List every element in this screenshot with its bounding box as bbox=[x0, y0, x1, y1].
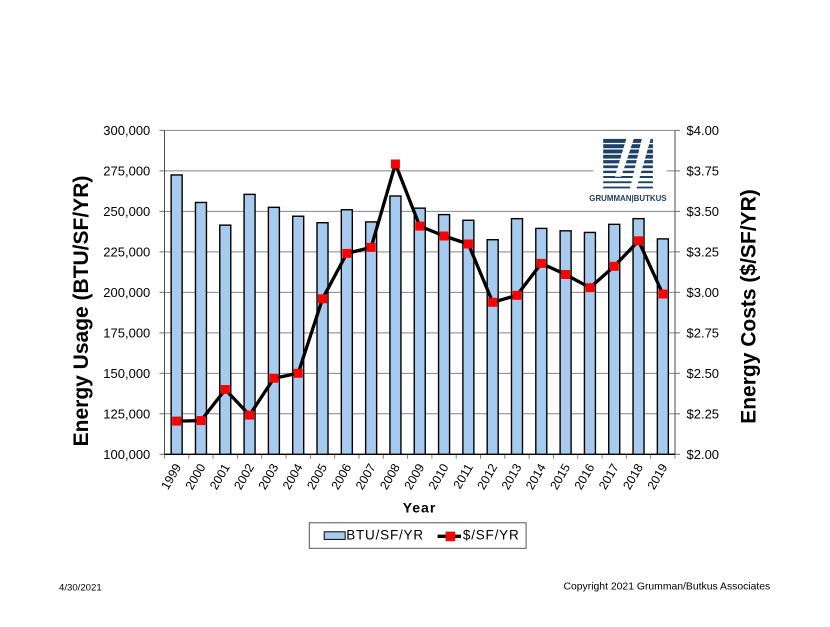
svg-text:Year: Year bbox=[403, 500, 437, 516]
svg-text:BTU/SF/YR: BTU/SF/YR bbox=[346, 528, 424, 543]
svg-text:225,000: 225,000 bbox=[103, 245, 150, 260]
svg-text:$2.25: $2.25 bbox=[687, 407, 720, 422]
svg-text:GRUMMAN|BUTKUS: GRUMMAN|BUTKUS bbox=[589, 194, 667, 203]
svg-text:175,000: 175,000 bbox=[103, 326, 150, 341]
svg-text:$3.75: $3.75 bbox=[687, 164, 720, 179]
svg-text:$2.50: $2.50 bbox=[687, 366, 720, 381]
svg-text:Energy Costs ($/SF/YR): Energy Costs ($/SF/YR) bbox=[738, 189, 761, 424]
svg-text:100,000: 100,000 bbox=[103, 447, 150, 462]
svg-text:4/30/2021: 4/30/2021 bbox=[59, 583, 102, 594]
svg-text:Energy Usage (BTU/SF/YR): Energy Usage (BTU/SF/YR) bbox=[70, 176, 93, 447]
svg-text:$/SF/YR: $/SF/YR bbox=[463, 528, 520, 543]
svg-text:Copyright 2021 Grumman/Butkus: Copyright 2021 Grumman/Butkus Associates bbox=[564, 581, 771, 592]
svg-text:$3.00: $3.00 bbox=[687, 285, 720, 300]
svg-text:$2.00: $2.00 bbox=[687, 447, 720, 462]
svg-text:$4.00: $4.00 bbox=[687, 123, 720, 138]
svg-text:125,000: 125,000 bbox=[103, 407, 150, 422]
svg-text:250,000: 250,000 bbox=[103, 204, 150, 219]
svg-text:$3.50: $3.50 bbox=[687, 204, 720, 219]
svg-text:150,000: 150,000 bbox=[103, 366, 150, 381]
svg-text:300,000: 300,000 bbox=[103, 123, 150, 138]
svg-text:$3.25: $3.25 bbox=[687, 245, 720, 260]
svg-text:$2.75: $2.75 bbox=[687, 326, 720, 341]
svg-text:200,000: 200,000 bbox=[103, 285, 150, 300]
svg-text:275,000: 275,000 bbox=[103, 164, 150, 179]
